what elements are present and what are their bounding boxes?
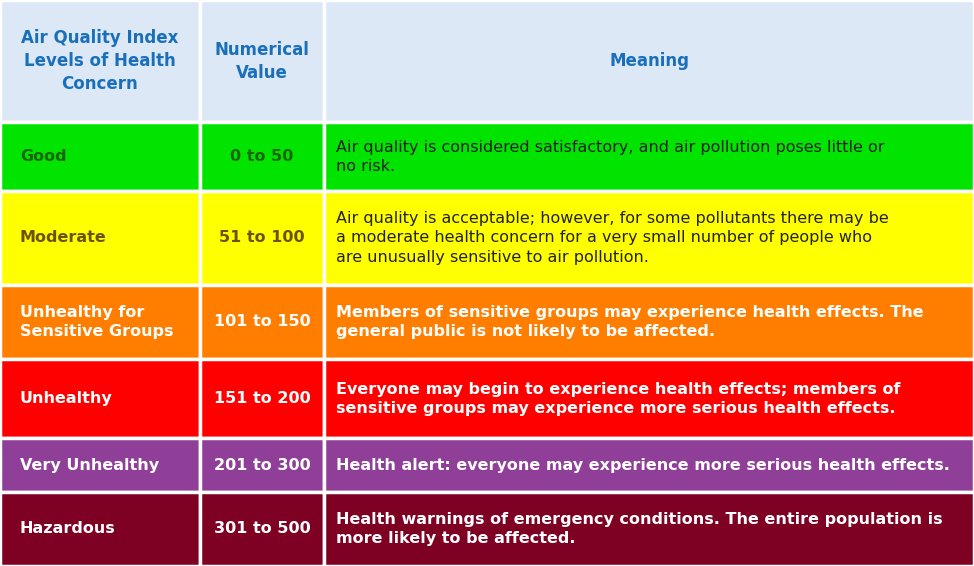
Text: 201 to 300: 201 to 300 (213, 458, 311, 473)
Text: Moderate: Moderate (20, 230, 107, 246)
Bar (0, 359, 200, 438)
Bar (324, 122, 974, 191)
Text: Members of sensitive groups may experience health effects. The
general public is: Members of sensitive groups may experien… (336, 305, 923, 339)
Text: 151 to 200: 151 to 200 (213, 391, 311, 406)
Bar (0, 0, 200, 122)
Bar (200, 492, 324, 566)
Text: Air quality is considered satisfactory, and air pollution poses little or
no ris: Air quality is considered satisfactory, … (336, 140, 884, 174)
Bar (0, 122, 200, 191)
Bar (324, 438, 974, 492)
Bar (324, 285, 974, 359)
Bar (0, 191, 200, 285)
Text: Everyone may begin to experience health effects; members of
sensitive groups may: Everyone may begin to experience health … (336, 381, 901, 415)
Text: 51 to 100: 51 to 100 (219, 230, 305, 246)
Bar (200, 359, 324, 438)
Text: 301 to 500: 301 to 500 (213, 521, 311, 537)
Text: Air quality is acceptable; however, for some pollutants there may be
a moderate : Air quality is acceptable; however, for … (336, 211, 889, 265)
Bar (200, 438, 324, 492)
Text: Very Unhealthy: Very Unhealthy (20, 458, 159, 473)
Text: Unhealthy for
Sensitive Groups: Unhealthy for Sensitive Groups (20, 305, 173, 339)
Bar (324, 492, 974, 566)
Text: Hazardous: Hazardous (20, 521, 116, 537)
Text: Good: Good (20, 149, 66, 164)
Text: Meaning: Meaning (609, 52, 690, 70)
Bar (0, 492, 200, 566)
Bar (200, 122, 324, 191)
Text: Health warnings of emergency conditions. The entire population is
more likely to: Health warnings of emergency conditions.… (336, 512, 943, 546)
Bar (200, 0, 324, 122)
Bar (324, 0, 974, 122)
Text: Air Quality Index
Levels of Health
Concern: Air Quality Index Levels of Health Conce… (21, 29, 178, 93)
Bar (0, 438, 200, 492)
Text: 101 to 150: 101 to 150 (213, 314, 311, 329)
Text: Numerical
Value: Numerical Value (214, 41, 310, 82)
Bar (0, 285, 200, 359)
Text: 0 to 50: 0 to 50 (230, 149, 294, 164)
Bar (324, 359, 974, 438)
Text: Health alert: everyone may experience more serious health effects.: Health alert: everyone may experience mo… (336, 458, 950, 473)
Bar (200, 191, 324, 285)
Bar (324, 191, 974, 285)
Bar (200, 285, 324, 359)
Text: Unhealthy: Unhealthy (20, 391, 113, 406)
